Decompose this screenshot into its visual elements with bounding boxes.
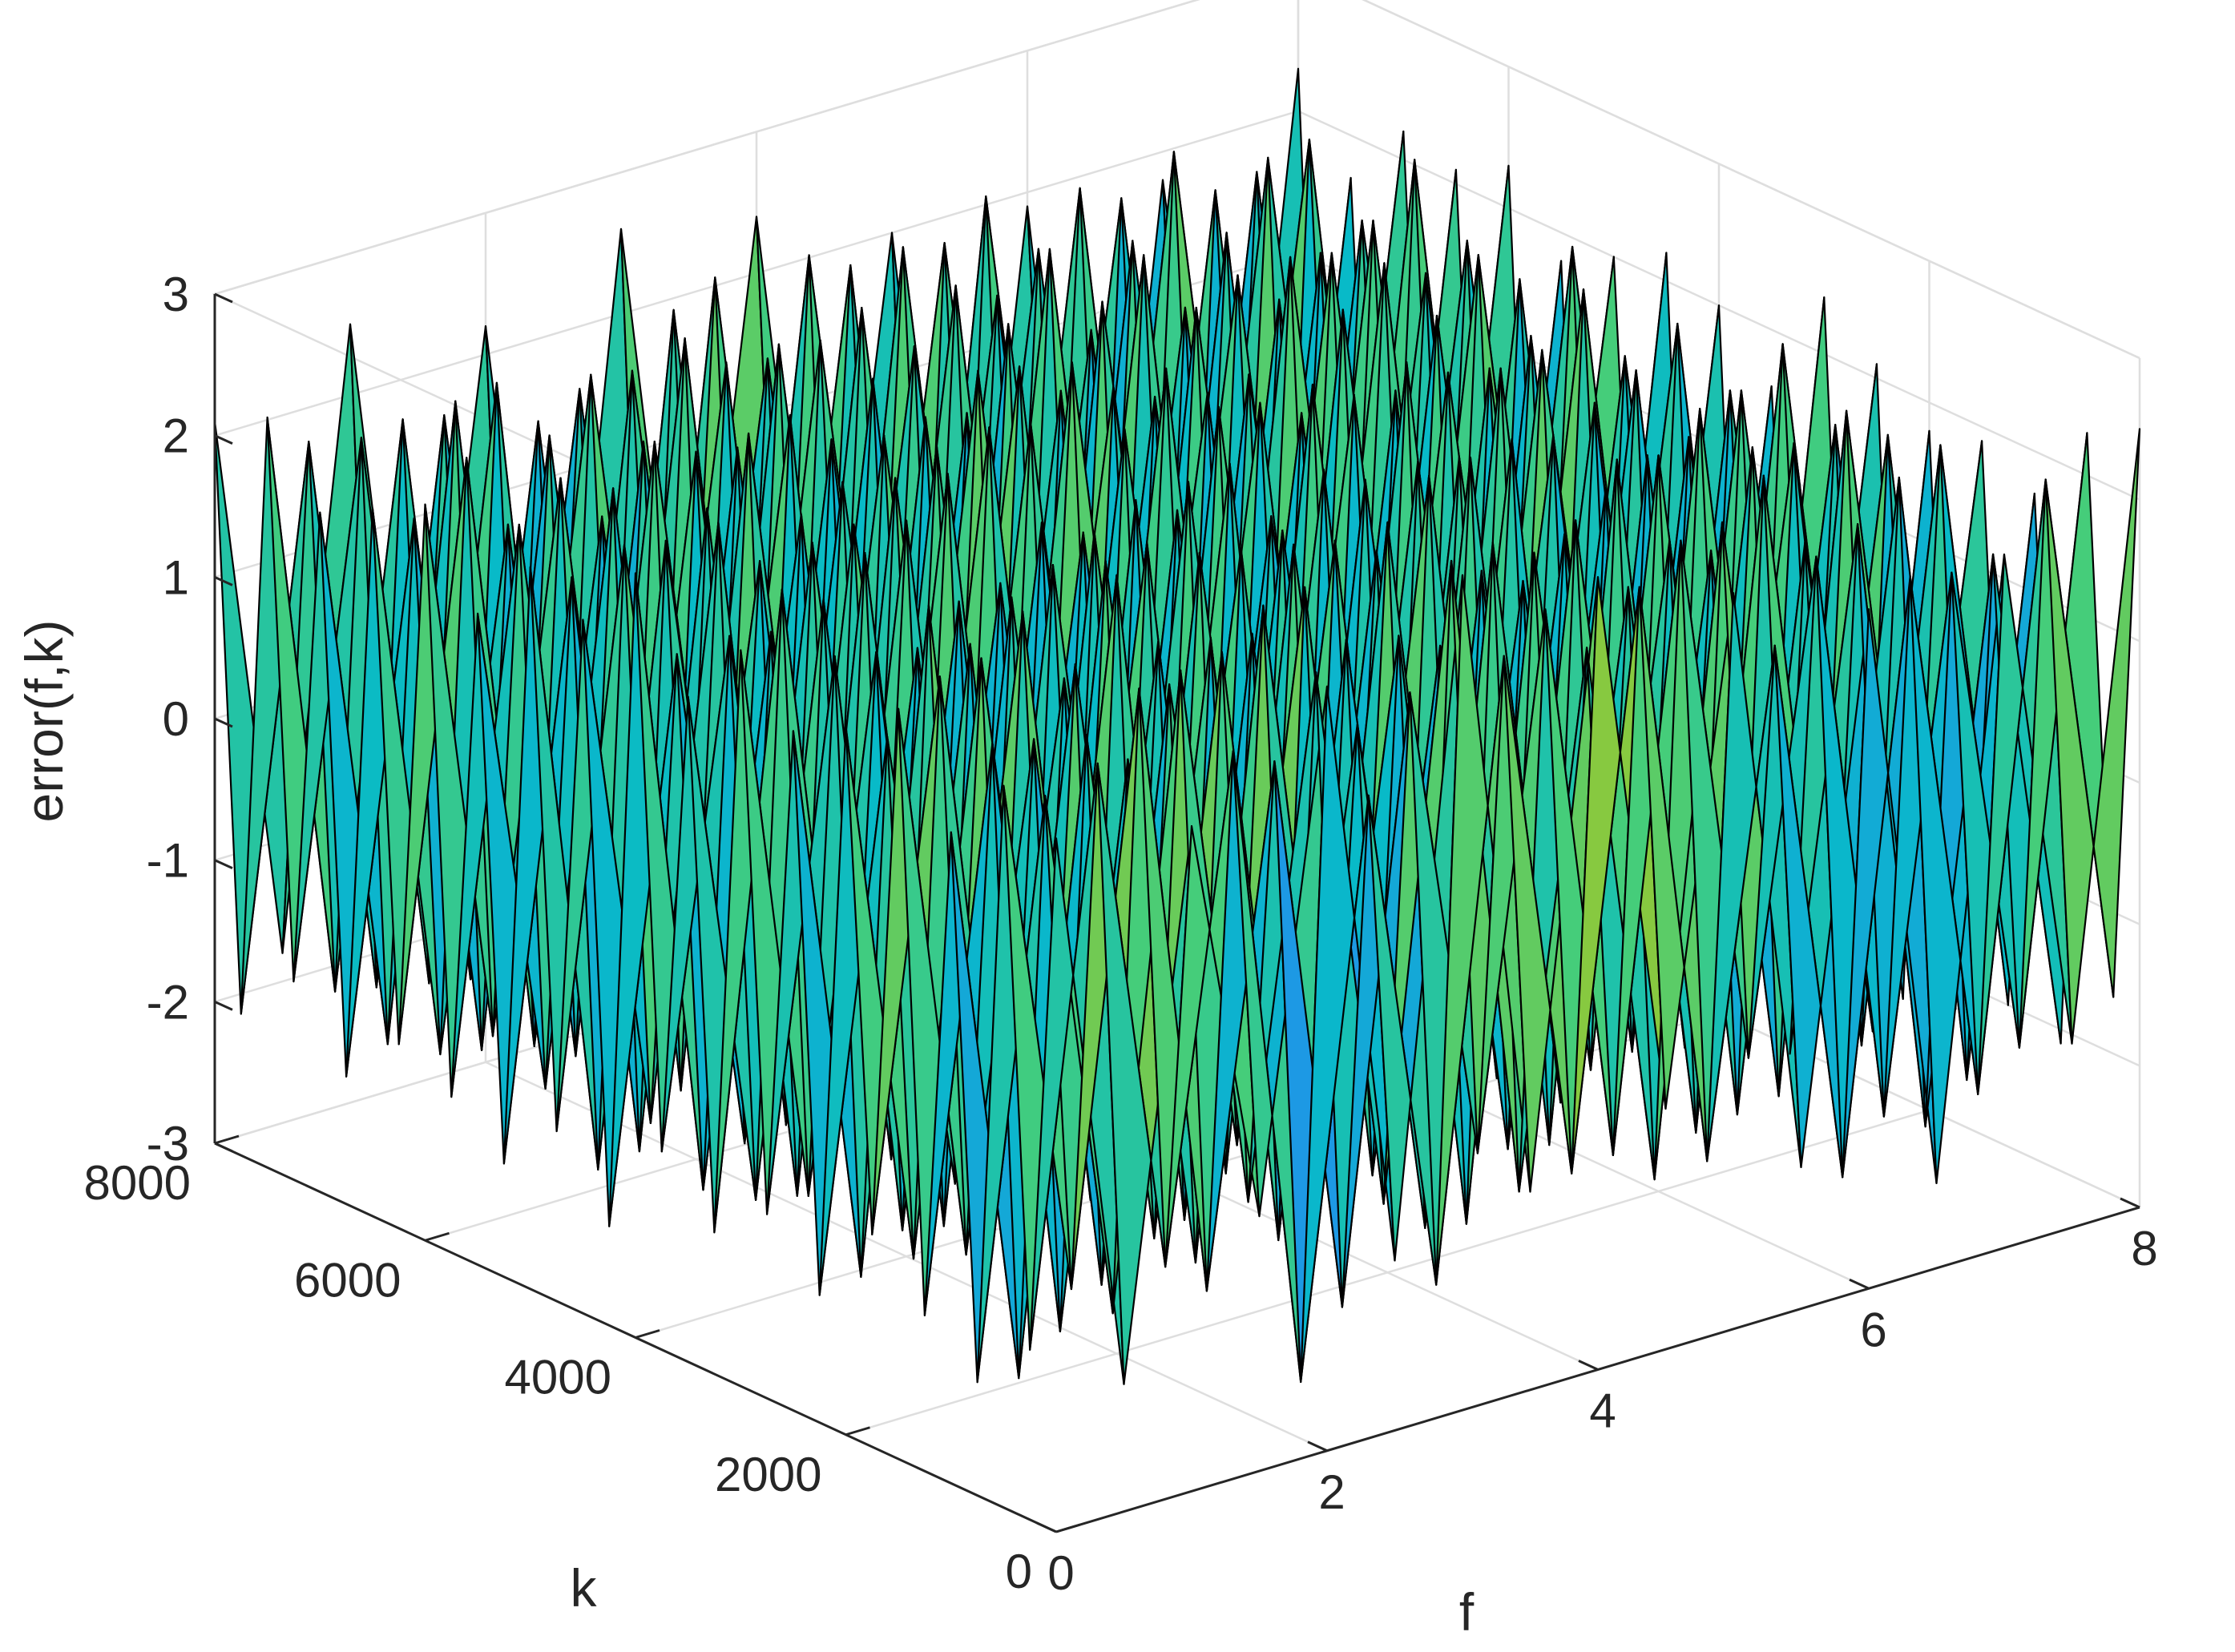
y-tick-mark xyxy=(635,1329,660,1339)
tick-labels: 0 2 4 6 8 0 2000 4000 6000 8000-3 -2 -1 0 1 2 3 xyxy=(84,268,2158,1600)
z-tick-mark xyxy=(214,717,233,728)
x-tick-mark xyxy=(2120,1197,2140,1209)
x-tick-label: 2 xyxy=(1318,1465,1345,1519)
z-tick-mark xyxy=(214,575,233,586)
x-tick-label: 8 xyxy=(2131,1222,2157,1275)
y-tick-label: 8000 xyxy=(84,1156,191,1210)
x-tick-label: 6 xyxy=(1860,1303,1886,1356)
y-tick-label: 0 xyxy=(1006,1545,1032,1598)
y-tick-label: 2000 xyxy=(715,1448,821,1501)
y-tick-mark xyxy=(214,1134,240,1145)
z-tick-mark xyxy=(214,1000,233,1011)
z-axis-label: error(f,k) xyxy=(14,620,74,823)
y-tick-label: 6000 xyxy=(294,1253,401,1307)
z-tick-label: 1 xyxy=(163,550,189,604)
x-tick-label: 4 xyxy=(1589,1384,1616,1438)
z-tick-mark xyxy=(214,859,233,870)
y-gridline-floor xyxy=(845,1109,1930,1436)
z-tick-label: -3 xyxy=(147,1117,189,1171)
x-axis-label: f xyxy=(1459,1582,1475,1642)
y-tick-mark xyxy=(425,1231,450,1242)
x-tick-mark xyxy=(1036,1521,1057,1533)
axis-labels: f k error(f,k) xyxy=(14,620,1475,1642)
z-tick-mark xyxy=(214,292,233,304)
surface-face xyxy=(2044,428,2141,1045)
z-tick-label: 2 xyxy=(163,409,189,463)
y-tick-label: 4000 xyxy=(505,1351,611,1404)
z-tick-label: -1 xyxy=(147,834,189,888)
axes xyxy=(213,292,2140,1533)
y-tick-mark xyxy=(845,1426,870,1436)
x-tick-mark xyxy=(1578,1360,1599,1371)
x-tick-mark xyxy=(1849,1278,1870,1290)
y-tick-mark xyxy=(1055,1523,1081,1533)
z-tick-label: 0 xyxy=(163,692,189,746)
z-tick-mark xyxy=(214,434,233,445)
x-tick-label: 0 xyxy=(1047,1546,1074,1600)
x-tick-mark xyxy=(1307,1440,1328,1453)
z-tick-label: 3 xyxy=(163,268,189,321)
z-tick-label: -2 xyxy=(147,975,189,1029)
y-axis-label: k xyxy=(571,1558,598,1618)
z-tick-mark xyxy=(214,1142,233,1153)
surface-mesh xyxy=(213,67,2141,1385)
